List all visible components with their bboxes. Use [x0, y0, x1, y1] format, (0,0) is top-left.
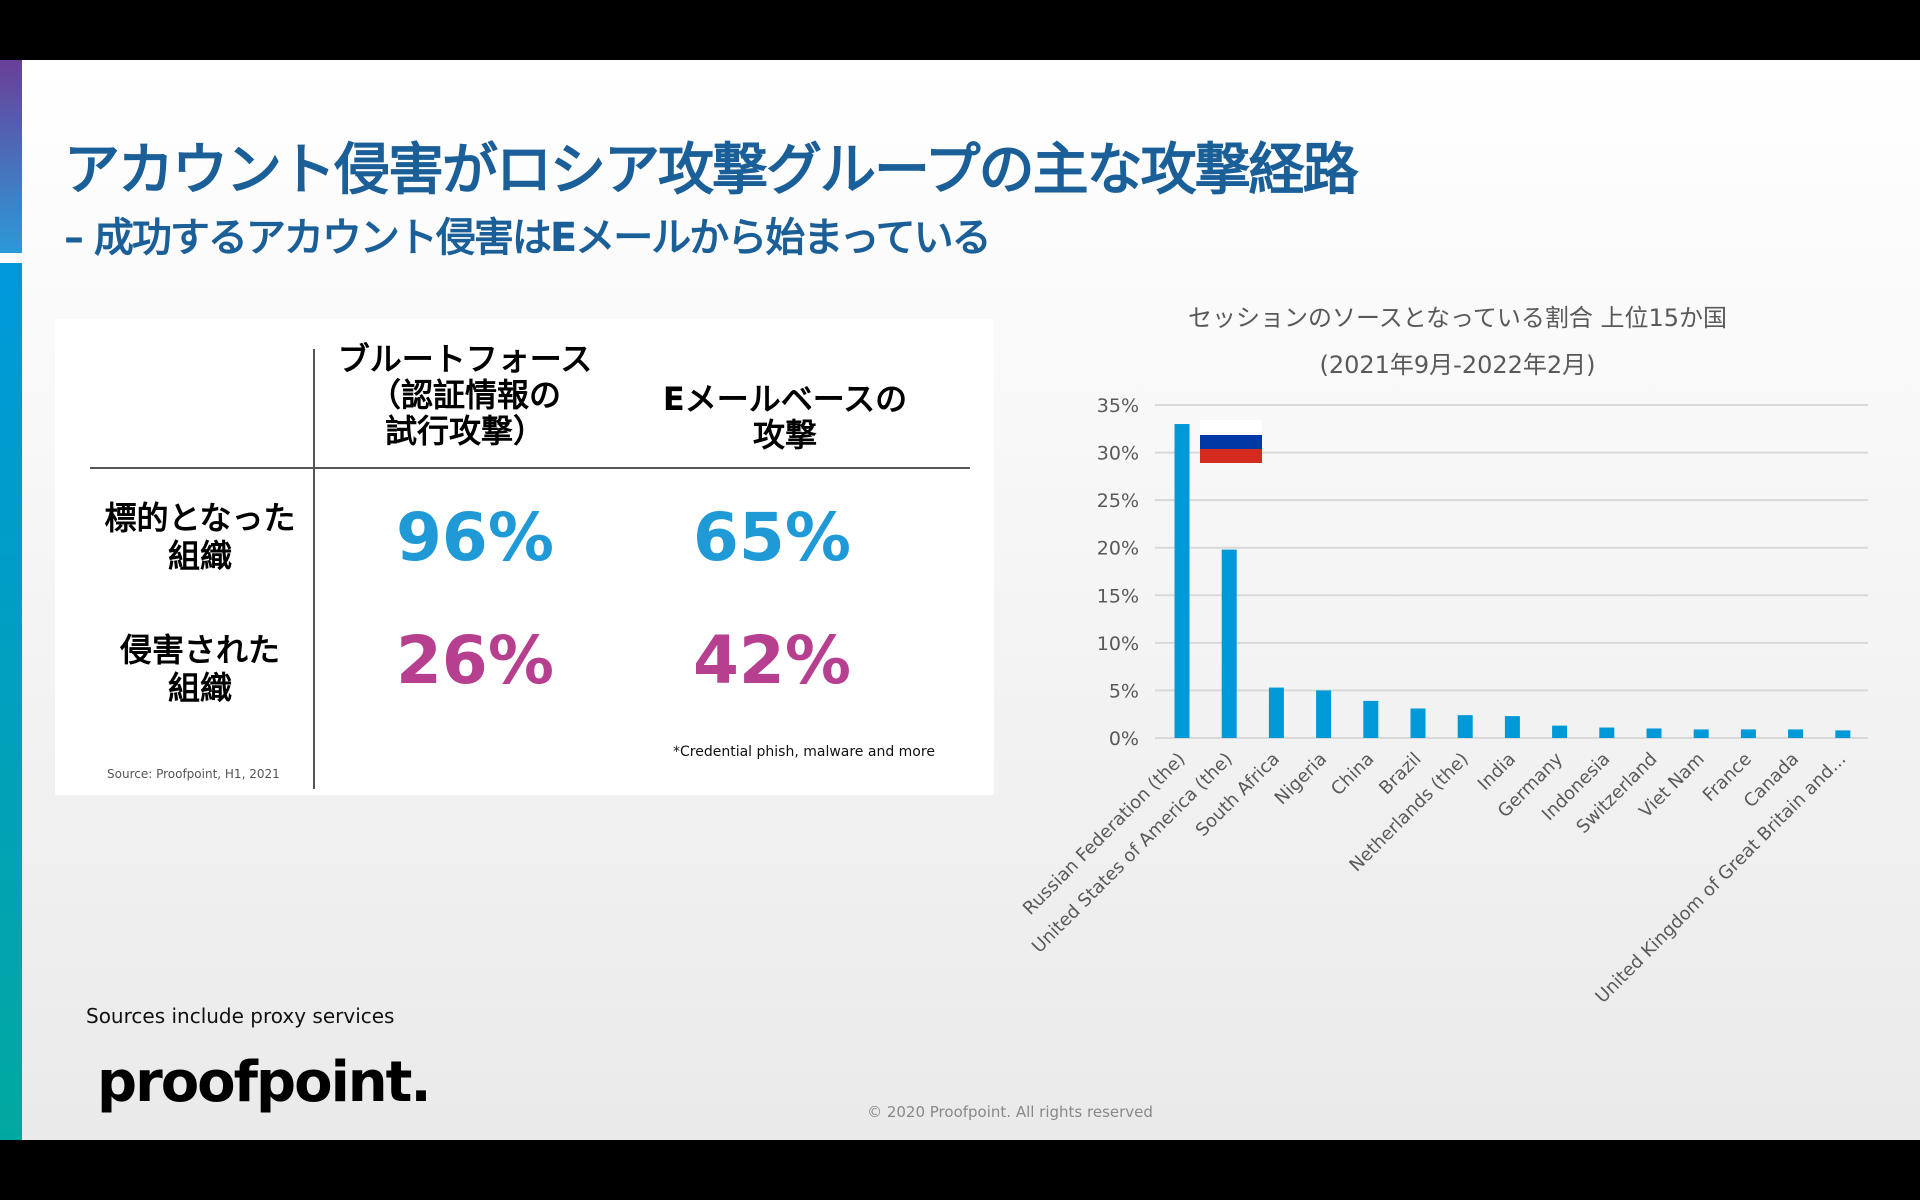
bar	[1835, 730, 1851, 738]
value-targeted-brute-force: 96%	[396, 499, 554, 576]
bar	[1740, 729, 1756, 738]
row-header-targeted: 標的となった 組織	[90, 499, 310, 575]
y-tick-label: 20%	[1097, 538, 1139, 560]
bar	[1693, 729, 1709, 738]
row-line: 組織	[167, 669, 232, 707]
value-compromised-brute-force: 26%	[396, 622, 554, 699]
value-targeted-email: 65%	[693, 499, 851, 576]
bar	[1221, 549, 1237, 738]
header-line: （認証情報の	[368, 376, 561, 414]
footnote: *Credential phish, malware and more	[673, 744, 935, 760]
y-tick-label: 5%	[1109, 680, 1139, 702]
accent-stripe	[0, 60, 22, 253]
stats-table: ブルートフォース （認証情報の 試行攻撃） Eメールベースの 攻撃 標的となった…	[55, 319, 994, 795]
bar	[1599, 727, 1615, 738]
source-note: Source: Proofpoint, H1, 2021	[107, 767, 280, 781]
bar	[1788, 729, 1804, 738]
copyright: © 2020 Proofpoint. All rights reserved	[867, 1103, 1153, 1121]
y-tick-label: 10%	[1097, 633, 1139, 655]
bar	[1316, 690, 1332, 738]
bar	[1174, 424, 1190, 738]
slide-title: アカウント侵害がロシア攻撃グループの主な攻撃経路	[64, 138, 1359, 203]
value-compromised-email: 42%	[693, 622, 851, 699]
bar	[1410, 708, 1426, 738]
chart-title: セッションのソースとなっている割合 上位15か国	[1187, 304, 1728, 332]
slide-subtitle: – 成功するアカウント侵害はEメールから始まっている	[64, 215, 992, 261]
bar	[1457, 715, 1473, 738]
bar	[1363, 700, 1379, 738]
column-header-brute-force: ブルートフォース （認証情報の 試行攻撃）	[325, 341, 605, 449]
x-tick-label: China	[1327, 749, 1378, 800]
column-header-email: Eメールベースの 攻撃	[635, 381, 935, 453]
russian-flag-icon	[1200, 420, 1262, 463]
x-tick-label: United States of America (the)	[1028, 749, 1237, 958]
divider	[313, 349, 315, 789]
header-line: 試行攻撃）	[384, 412, 545, 450]
bar	[1646, 728, 1662, 738]
row-line: 標的となった	[104, 499, 296, 537]
chart-subtitle: (2021年9月-2022年2月)	[1319, 351, 1596, 379]
header-line: ブルートフォース	[337, 340, 593, 378]
bar	[1504, 716, 1520, 738]
sources-note: Sources include proxy services	[86, 1004, 395, 1028]
row-line: 侵害された	[119, 631, 280, 669]
slide: アカウント侵害がロシア攻撃グループの主な攻撃経路 – 成功するアカウント侵害はE…	[0, 60, 1920, 1140]
accent-stripe	[0, 263, 22, 1140]
y-tick-label: 0%	[1109, 728, 1139, 750]
row-header-compromised: 侵害された 組織	[90, 631, 310, 707]
bar	[1552, 725, 1568, 738]
y-tick-label: 30%	[1097, 443, 1139, 465]
x-tick-label: Nigeria	[1271, 749, 1331, 809]
y-tick-label: 15%	[1097, 585, 1139, 607]
row-line: 組織	[167, 537, 232, 575]
y-tick-label: 35%	[1097, 395, 1139, 417]
divider	[90, 467, 970, 469]
bar	[1268, 687, 1284, 738]
proofpoint-logo: proofpoint.	[97, 1050, 432, 1115]
header-line: 攻撃	[752, 416, 817, 454]
bar-chart: 0%5%10%15%20%25%30%35%Russian Federation…	[1019, 395, 1868, 1008]
y-tick-label: 25%	[1097, 490, 1139, 512]
header-line: Eメールベースの	[662, 380, 908, 418]
